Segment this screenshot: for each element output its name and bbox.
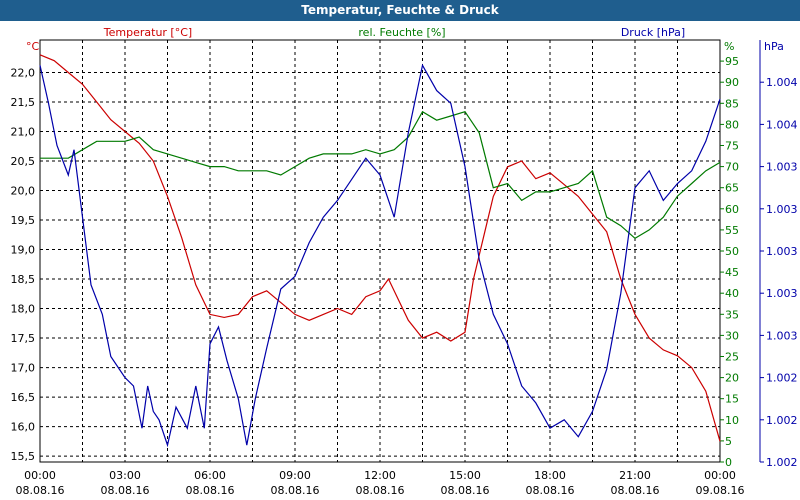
x-tick-date: 08.08.16 (441, 484, 490, 497)
humidity-tick-label: 60 (725, 203, 739, 216)
temp-tick-label: 20,5 (11, 155, 36, 168)
temperature-axis: 15,5 16,0 16,5 17,0 17,5 18,0 18,5 19,0 19,5 20,0… (11, 40, 40, 463)
humidity-tick-label: 90 (725, 76, 739, 89)
humidity-tick-label: 5 (725, 435, 732, 448)
series-line-press (39, 63, 721, 448)
temp-tick-label: 21,0 (11, 125, 36, 138)
temp-tick-label: 22,0 (11, 66, 36, 79)
legend: Temperatur [°C] rel. Feuchte [%] Druck [hP… (103, 26, 685, 39)
pressure-tick-label: 1.004 (766, 76, 798, 89)
humidity-tick-label: 70 (725, 161, 739, 174)
humidity-tick-label: 65 (725, 182, 739, 195)
pressure-tick-label: 1.002 (766, 456, 798, 469)
temp-tick-label: 19,5 (11, 214, 36, 227)
humidity-tick-label: 80 (725, 118, 739, 131)
temp-tick-label: 16,5 (11, 391, 36, 404)
humidity-tick-label: 20 (725, 372, 739, 385)
temp-tick-label: 16,0 (11, 421, 36, 434)
series-group (39, 54, 721, 448)
x-tick-date: 08.08.16 (186, 484, 235, 497)
x-tick-time: 00:00 (24, 469, 56, 482)
window-title: Temperatur, Feuchte & Druck (0, 0, 800, 21)
temp-tick-label: 18,5 (11, 273, 36, 286)
pressure-tick-label: 1.003 (766, 245, 798, 258)
x-tick-date: 08.08.16 (611, 484, 660, 497)
legend-humidity: rel. Feuchte [%] (358, 26, 445, 39)
x-tick-time: 12:00 (364, 469, 396, 482)
x-tick-date: 08.08.16 (16, 484, 65, 497)
pressure-tick-label: 1.003 (766, 329, 798, 342)
temp-unit-label: °C (26, 40, 40, 53)
humidity-tick-label: 30 (725, 329, 739, 342)
temp-tick-label: 17,0 (11, 362, 36, 375)
x-tick-date: 08.08.16 (271, 484, 320, 497)
humidity-tick-label: 95 (725, 55, 739, 68)
humidity-tick-label: 40 (725, 287, 739, 300)
temp-tick-label: 18,0 (11, 303, 36, 316)
humidity-tick-label: 15 (725, 393, 739, 406)
pressure-tick-label: 1.003 (766, 203, 798, 216)
pressure-tick-label: 1.002 (766, 372, 798, 385)
humidity-tick-label: 45 (725, 266, 739, 279)
temp-tick-label: 15,5 (11, 450, 36, 463)
x-tick-time: 03:00 (109, 469, 141, 482)
humidity-tick-label: 25 (725, 351, 739, 364)
humidity-axis: 0 5 10 15 20 25 30 35 40 45 50 55 60 65 70 75 80 85 90 95% (719, 40, 739, 469)
humidity-tick-label: 55 (725, 224, 739, 237)
x-tick-time: 06:00 (194, 469, 226, 482)
pressure-tick-label: 1.003 (766, 161, 798, 174)
x-tick-time: 09:00 (279, 469, 311, 482)
temp-tick-label: 17,5 (11, 332, 36, 345)
humidity-tick-label: 0 (725, 456, 732, 469)
temp-tick-label: 20,0 (11, 185, 36, 198)
x-tick-time: 18:00 (534, 469, 566, 482)
time-axis: 00:00 08.08.16 03:00 08.08.16 06:00 08.08.16 0… (16, 469, 745, 497)
x-tick-time: 15:00 (449, 469, 481, 482)
x-tick-date: 08.08.16 (526, 484, 575, 497)
legend-pressure: Druck [hPa] (621, 26, 685, 39)
temp-tick-label: 19,0 (11, 244, 36, 257)
pressure-tick-label: 1.004 (766, 118, 798, 131)
legend-temperature: Temperatur [°C] (103, 26, 192, 39)
humidity-tick-label: 35 (725, 308, 739, 321)
pressure-unit-label: hPa (764, 40, 784, 53)
humidity-unit-label: % (724, 40, 734, 53)
series-line-temp (39, 54, 721, 442)
humidity-tick-label: 10 (725, 414, 739, 427)
pressure-axis: 1.002 1.002 1.002 1.003 1.003 1.003 1.003 1.003… (759, 40, 798, 469)
humidity-tick-label: 75 (725, 140, 739, 153)
series-line-hum (40, 110, 721, 240)
x-tick-time: 21:00 (619, 469, 651, 482)
x-tick-date: 09.08.16 (696, 484, 745, 497)
x-tick-date: 08.08.16 (101, 484, 150, 497)
pressure-tick-label: 1.002 (766, 414, 798, 427)
x-tick-date: 08.08.16 (356, 484, 405, 497)
pressure-tick-label: 1.003 (766, 287, 798, 300)
humidity-tick-label: 85 (725, 97, 739, 110)
humidity-tick-label: 50 (725, 245, 739, 258)
x-tick-time: 00:00 (704, 469, 736, 482)
temp-tick-label: 21,5 (11, 96, 36, 109)
